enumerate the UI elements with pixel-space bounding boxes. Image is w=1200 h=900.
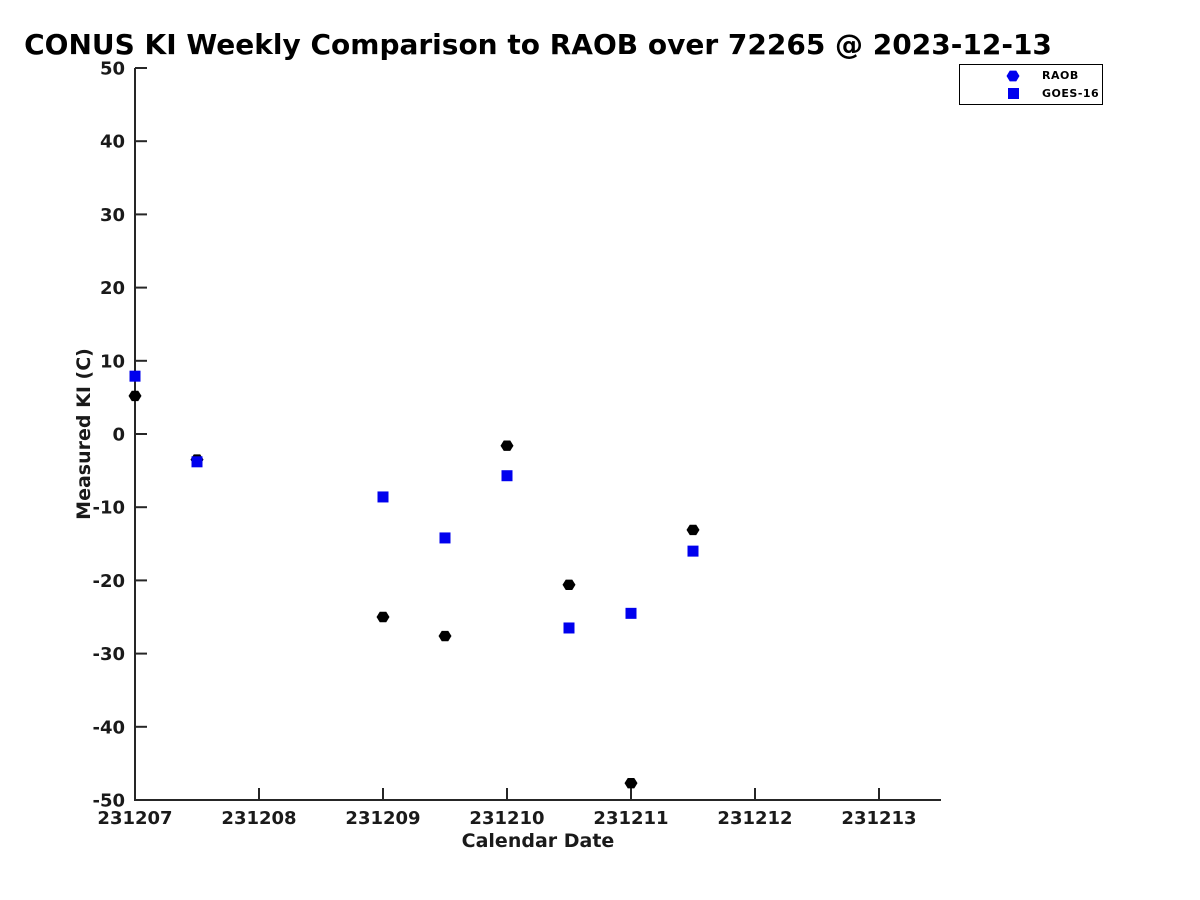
legend-label-goes-16: GOES-16 (1042, 87, 1100, 100)
data-point-goes-16 (377, 491, 389, 503)
legend-item-raob: RAOB (960, 67, 1102, 85)
data-point-raob (500, 440, 514, 451)
data-point-goes-16 (439, 532, 451, 544)
legend-item-goes-16: GOES-16 (960, 85, 1102, 103)
x-tick-label: 231211 (593, 808, 668, 829)
data-point-goes-16 (191, 456, 203, 468)
y-tick-label: 0 (112, 425, 125, 446)
axis-lines (134, 68, 941, 801)
y-tick-label: -40 (92, 717, 125, 738)
data-point-goes-16 (501, 470, 513, 482)
x-tick-label: 231207 (97, 808, 172, 829)
data-point-raob (562, 579, 576, 590)
x-tick-label: 231212 (717, 808, 792, 829)
data-point-raob (624, 777, 638, 789)
y-tick-label: -20 (92, 571, 125, 592)
data-point-raob (128, 390, 142, 402)
y-tick-label: 10 (100, 351, 125, 372)
x-tick-label: 231213 (841, 808, 916, 829)
data-point-raob (438, 630, 452, 642)
x-tick-label: 231208 (221, 808, 296, 829)
x-axis-label: Calendar Date (461, 830, 615, 852)
data-point-goes-16 (687, 545, 699, 557)
goes-16-marker-icon (1006, 88, 1020, 99)
data-point-raob (376, 611, 390, 623)
data-point-goes-16 (625, 607, 637, 619)
y-axis-label: Measured KI (C) (73, 348, 95, 520)
data-point-goes-16 (129, 370, 141, 382)
y-tick-label: 50 (100, 59, 125, 80)
y-tick-label: 30 (100, 205, 125, 226)
y-tick-label: -30 (92, 644, 125, 665)
data-point-goes-16 (563, 622, 575, 634)
y-tick-label: 20 (100, 278, 125, 299)
y-tick-label: -10 (92, 498, 125, 519)
legend-label-raob: RAOB (1042, 69, 1079, 82)
x-tick-label: 231210 (469, 808, 544, 829)
legend: RAOB GOES-16 (959, 64, 1103, 105)
y-tick-label: 40 (100, 132, 125, 153)
y-tick-label: -50 (92, 791, 125, 812)
x-tick-label: 231209 (345, 808, 420, 829)
chart-title: CONUS KI Weekly Comparison to RAOB over … (24, 28, 1052, 61)
raob-marker-icon (1006, 70, 1020, 82)
data-point-raob (686, 524, 700, 536)
